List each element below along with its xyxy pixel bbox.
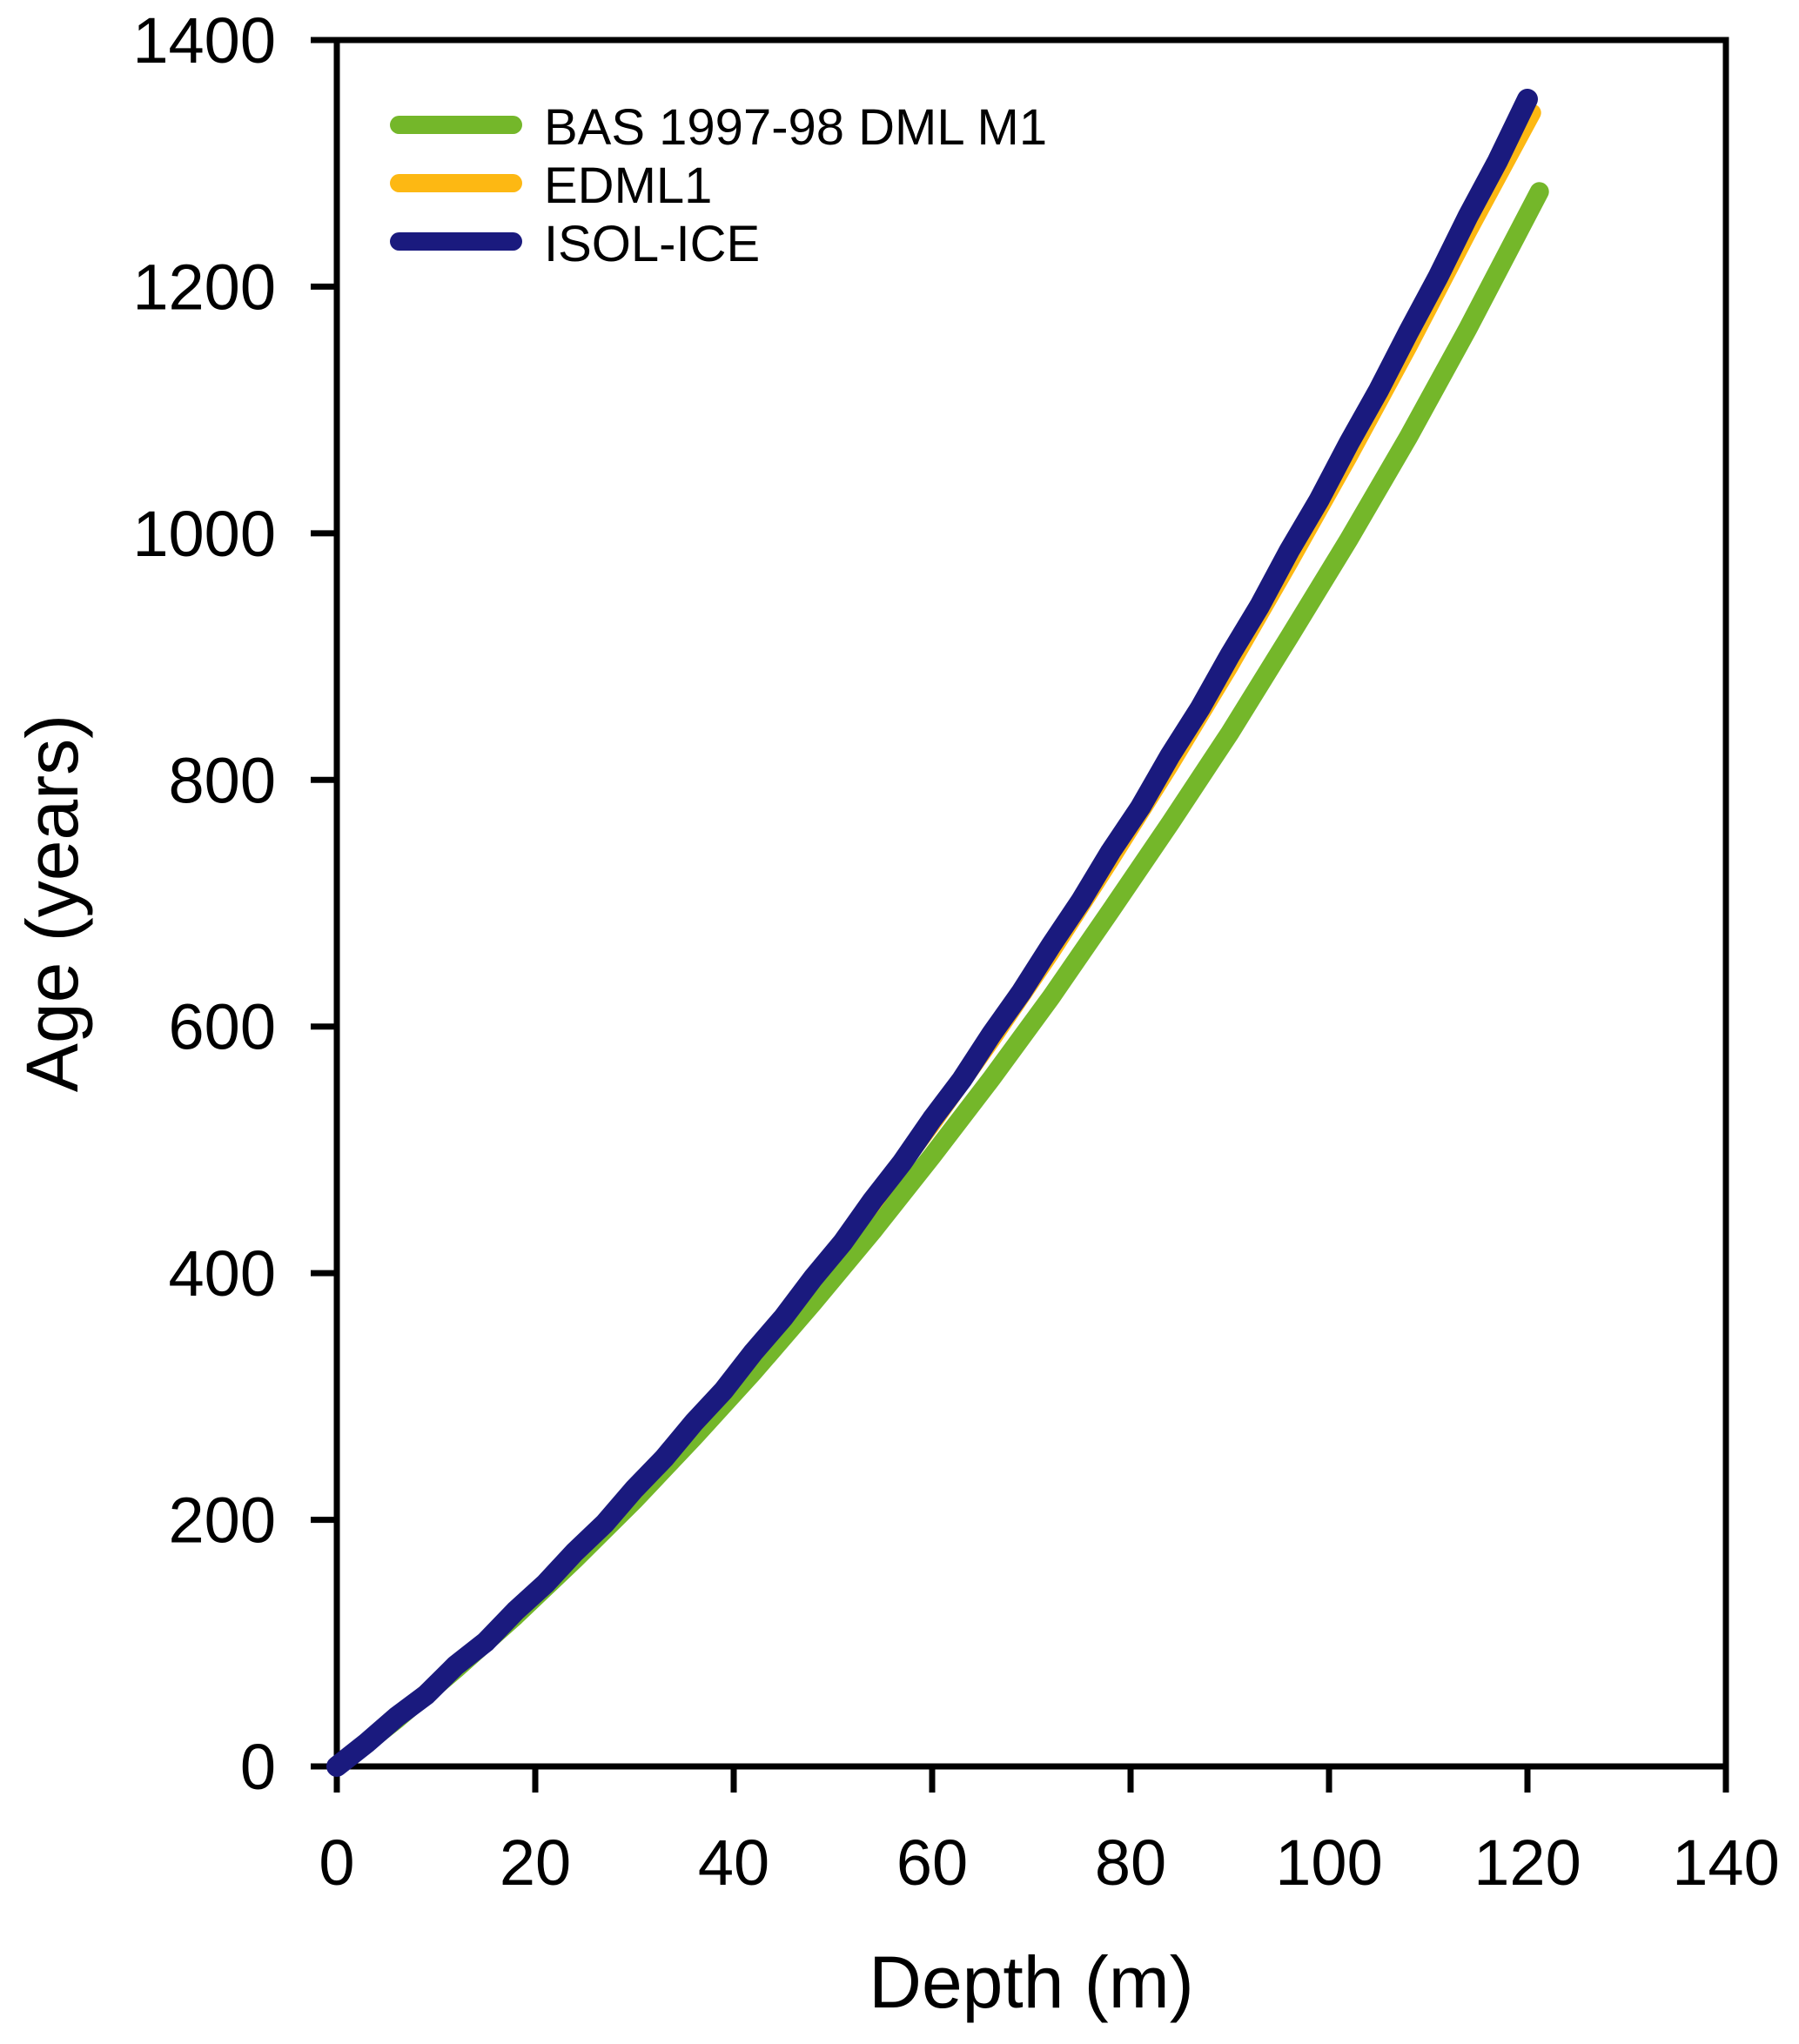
x-tick-label: 80	[1095, 1826, 1166, 1899]
legend-label-isol-ice: ISOL-ICE	[544, 216, 761, 272]
y-tick-label: 800	[169, 744, 276, 816]
x-tick-label: 0	[319, 1826, 354, 1899]
x-tick-label: 120	[1473, 1826, 1581, 1899]
y-tick-label: 400	[169, 1237, 276, 1310]
x-tick-label: 140	[1672, 1826, 1779, 1899]
x-tick-label: 60	[896, 1826, 968, 1899]
plot-frame	[333, 37, 1729, 1770]
y-tick-label: 200	[169, 1484, 276, 1557]
series-line-edml1	[328, 104, 1541, 1775]
x-tick-label: 40	[698, 1826, 769, 1899]
legend-key-bas-1997-98-dml-m1	[390, 116, 522, 134]
legend-key-isol-ice	[390, 232, 522, 251]
legend-label-bas-1997-98-dml-m1: BAS 1997-98 DML M1	[544, 99, 1048, 156]
y-tick-label: 1200	[132, 251, 276, 323]
y-axis-title: Age (years)	[11, 714, 93, 1093]
legend-key-edml1	[390, 174, 522, 192]
x-axis-title: Depth (m)	[869, 1941, 1194, 2023]
y-tick-label: 1000	[132, 498, 276, 570]
series-line-isol-ice	[326, 89, 1538, 1777]
y-tick-label: 1400	[132, 4, 276, 77]
y-tick-label: 600	[169, 991, 276, 1063]
y-tick-label: 0	[240, 1731, 276, 1803]
x-tick-label: 20	[500, 1826, 571, 1899]
x-tick-label: 100	[1275, 1826, 1382, 1899]
legend-label-edml1: EDML1	[544, 157, 713, 214]
